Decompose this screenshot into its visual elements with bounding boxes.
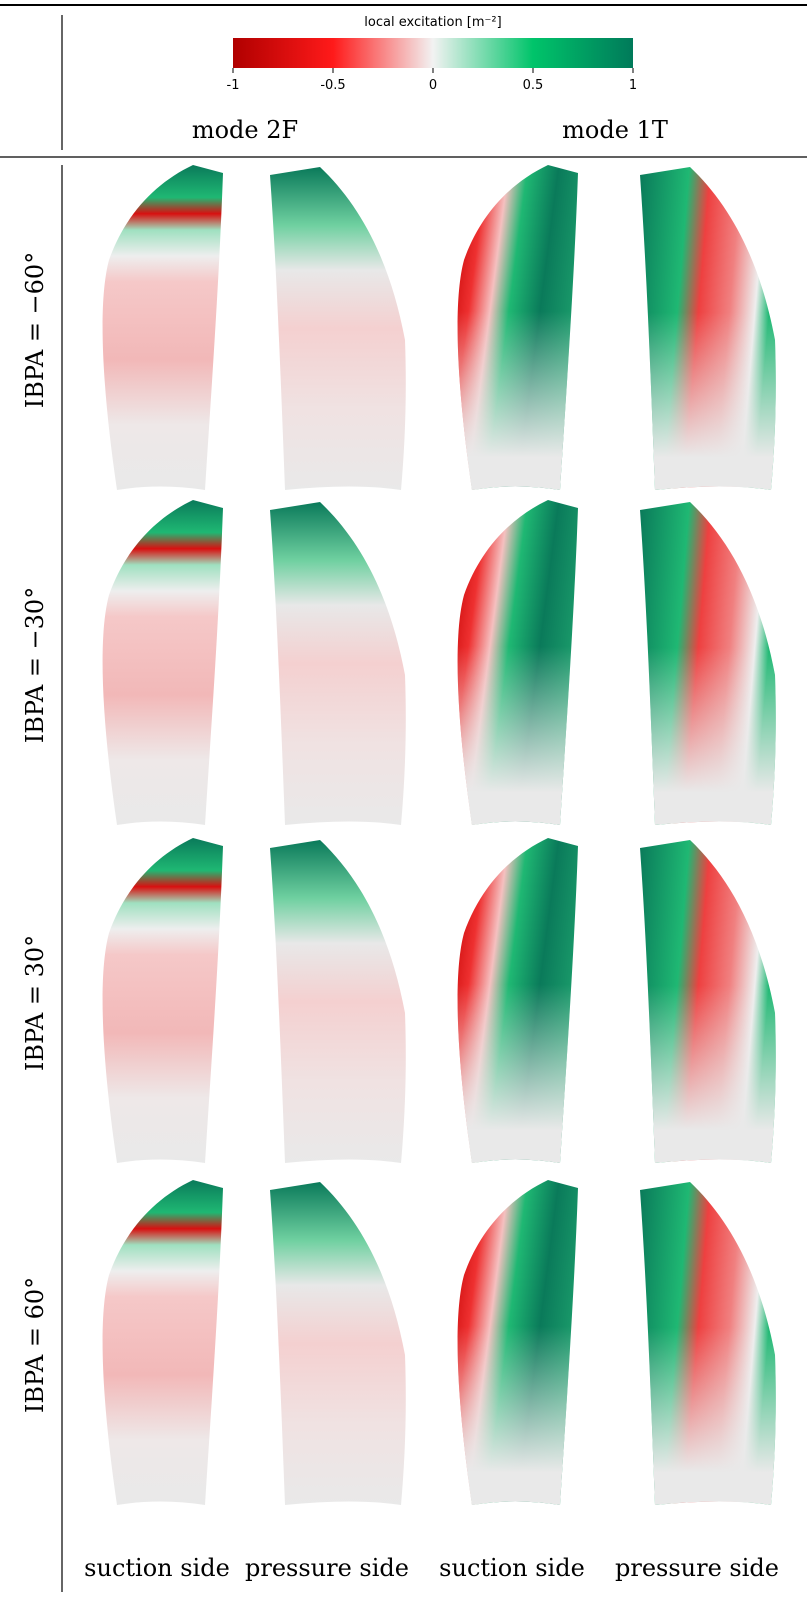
colorbar-tick-label: -0.5 xyxy=(320,78,345,93)
column-header: mode 2F xyxy=(192,116,298,144)
blade-fade xyxy=(640,167,776,490)
colorbar xyxy=(233,38,633,68)
blade-plot xyxy=(270,840,406,1163)
blade-surface xyxy=(102,1180,223,1505)
side-label: suction side xyxy=(84,1554,230,1582)
blade-plot xyxy=(640,1182,776,1505)
blade-fade xyxy=(640,1182,776,1505)
blade-plot xyxy=(270,1182,406,1505)
blade-fade xyxy=(457,838,578,1163)
blade-fade xyxy=(457,165,578,490)
column-header: mode 1T xyxy=(562,116,668,144)
blade-fade xyxy=(640,502,776,825)
colorbar-tick-label: 0 xyxy=(429,78,437,93)
row-label: IBPA = 30° xyxy=(21,935,49,1071)
blade-fade xyxy=(457,500,578,825)
blade-plot xyxy=(457,838,578,1163)
row-label: IBPA = −30° xyxy=(21,587,49,743)
colorbar-tick-label: 0.5 xyxy=(523,78,544,93)
blade-surface xyxy=(102,165,223,490)
blade-plot xyxy=(640,840,776,1163)
blade-plot xyxy=(457,500,578,825)
side-label: pressure side xyxy=(245,1554,409,1582)
blade-surface xyxy=(270,502,406,825)
blade-plot xyxy=(102,1180,223,1505)
blade-surface xyxy=(102,500,223,825)
blade-fade xyxy=(640,840,776,1163)
blade-fade xyxy=(457,1180,578,1505)
blade-plot xyxy=(270,167,406,490)
row-label: IBPA = −60° xyxy=(21,252,49,408)
blade-plot xyxy=(102,165,223,490)
blade-surface xyxy=(270,1182,406,1505)
blade-plot xyxy=(102,838,223,1163)
colorbar-tick-label: -1 xyxy=(227,78,240,93)
blade-plot xyxy=(640,167,776,490)
row-label: IBPA = 60° xyxy=(21,1277,49,1413)
blade-plot xyxy=(640,502,776,825)
side-label: suction side xyxy=(439,1554,585,1582)
blade-surface xyxy=(270,840,406,1163)
colorbar-tick-label: 1 xyxy=(629,78,637,93)
blade-surface xyxy=(102,838,223,1163)
blade-plot xyxy=(457,1180,578,1505)
side-label: pressure side xyxy=(615,1554,779,1582)
colorbar-label: local excitation [m⁻²] xyxy=(364,15,501,30)
blade-surface xyxy=(270,167,406,490)
blade-plot xyxy=(270,502,406,825)
blade-plot xyxy=(457,165,578,490)
blade-plot xyxy=(102,500,223,825)
